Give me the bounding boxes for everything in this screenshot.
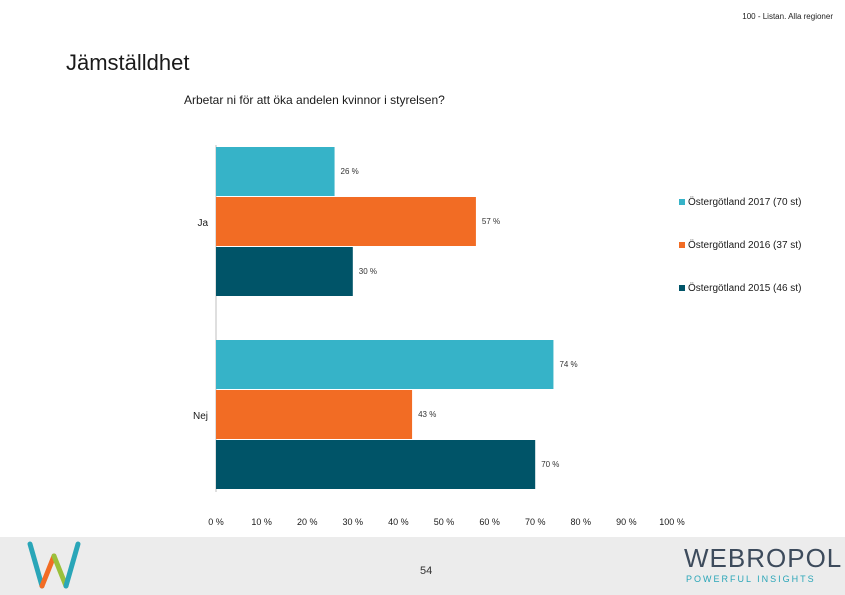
data-label: 70 % bbox=[541, 460, 559, 469]
bar bbox=[216, 340, 554, 389]
webropol-tagline: POWERFUL INSIGHTS bbox=[686, 574, 816, 584]
legend-label: Östergötland 2017 (70 st) bbox=[688, 196, 801, 208]
page-number: 54 bbox=[420, 565, 433, 577]
bar-chart: Ja 26 % 57 % 30 % Nej 74 % 43 % 70 % 0 % 10 % 20 %… bbox=[193, 145, 801, 527]
webropol-wordmark: WEBROPOL bbox=[684, 543, 843, 573]
x-tick-label: 100 % bbox=[659, 517, 685, 527]
legend-swatch bbox=[679, 199, 685, 205]
x-tick-label: 20 % bbox=[297, 517, 318, 527]
footer-band bbox=[0, 537, 845, 595]
bar bbox=[216, 247, 353, 296]
legend-swatch bbox=[679, 242, 685, 248]
x-tick-label: 90 % bbox=[616, 517, 637, 527]
w-logo-icon bbox=[27, 541, 81, 589]
data-label: 30 % bbox=[359, 267, 377, 276]
x-tick-label: 40 % bbox=[388, 517, 409, 527]
bar bbox=[216, 440, 536, 489]
data-label: 57 % bbox=[482, 217, 500, 226]
x-tick-label: 70 % bbox=[525, 517, 546, 527]
x-tick-label: 0 % bbox=[208, 517, 224, 527]
x-tick-label: 50 % bbox=[434, 517, 455, 527]
data-label: 74 % bbox=[559, 360, 577, 369]
page-title: Jämställdhet bbox=[66, 50, 190, 75]
x-tick-label: 30 % bbox=[343, 517, 364, 527]
category-label: Nej bbox=[193, 411, 208, 422]
data-label: 43 % bbox=[418, 410, 436, 419]
x-tick-label: 10 % bbox=[251, 517, 272, 527]
legend-swatch bbox=[679, 285, 685, 291]
x-tick-label: 60 % bbox=[479, 517, 500, 527]
data-label: 26 % bbox=[341, 167, 359, 176]
legend-label: Östergötland 2015 (46 st) bbox=[688, 282, 801, 294]
report-tag: 100 - Listan. Alla regioner bbox=[742, 12, 833, 21]
chart-title: Arbetar ni för att öka andelen kvinnor i… bbox=[184, 93, 445, 107]
webropol-logo: WEBROPOL POWERFUL INSIGHTS bbox=[684, 543, 841, 587]
category-label: Ja bbox=[197, 218, 208, 229]
bar bbox=[216, 390, 413, 439]
legend-label: Östergötland 2016 (37 st) bbox=[688, 239, 801, 251]
x-tick-label: 80 % bbox=[571, 517, 592, 527]
bar bbox=[216, 147, 335, 196]
bar bbox=[216, 197, 476, 246]
